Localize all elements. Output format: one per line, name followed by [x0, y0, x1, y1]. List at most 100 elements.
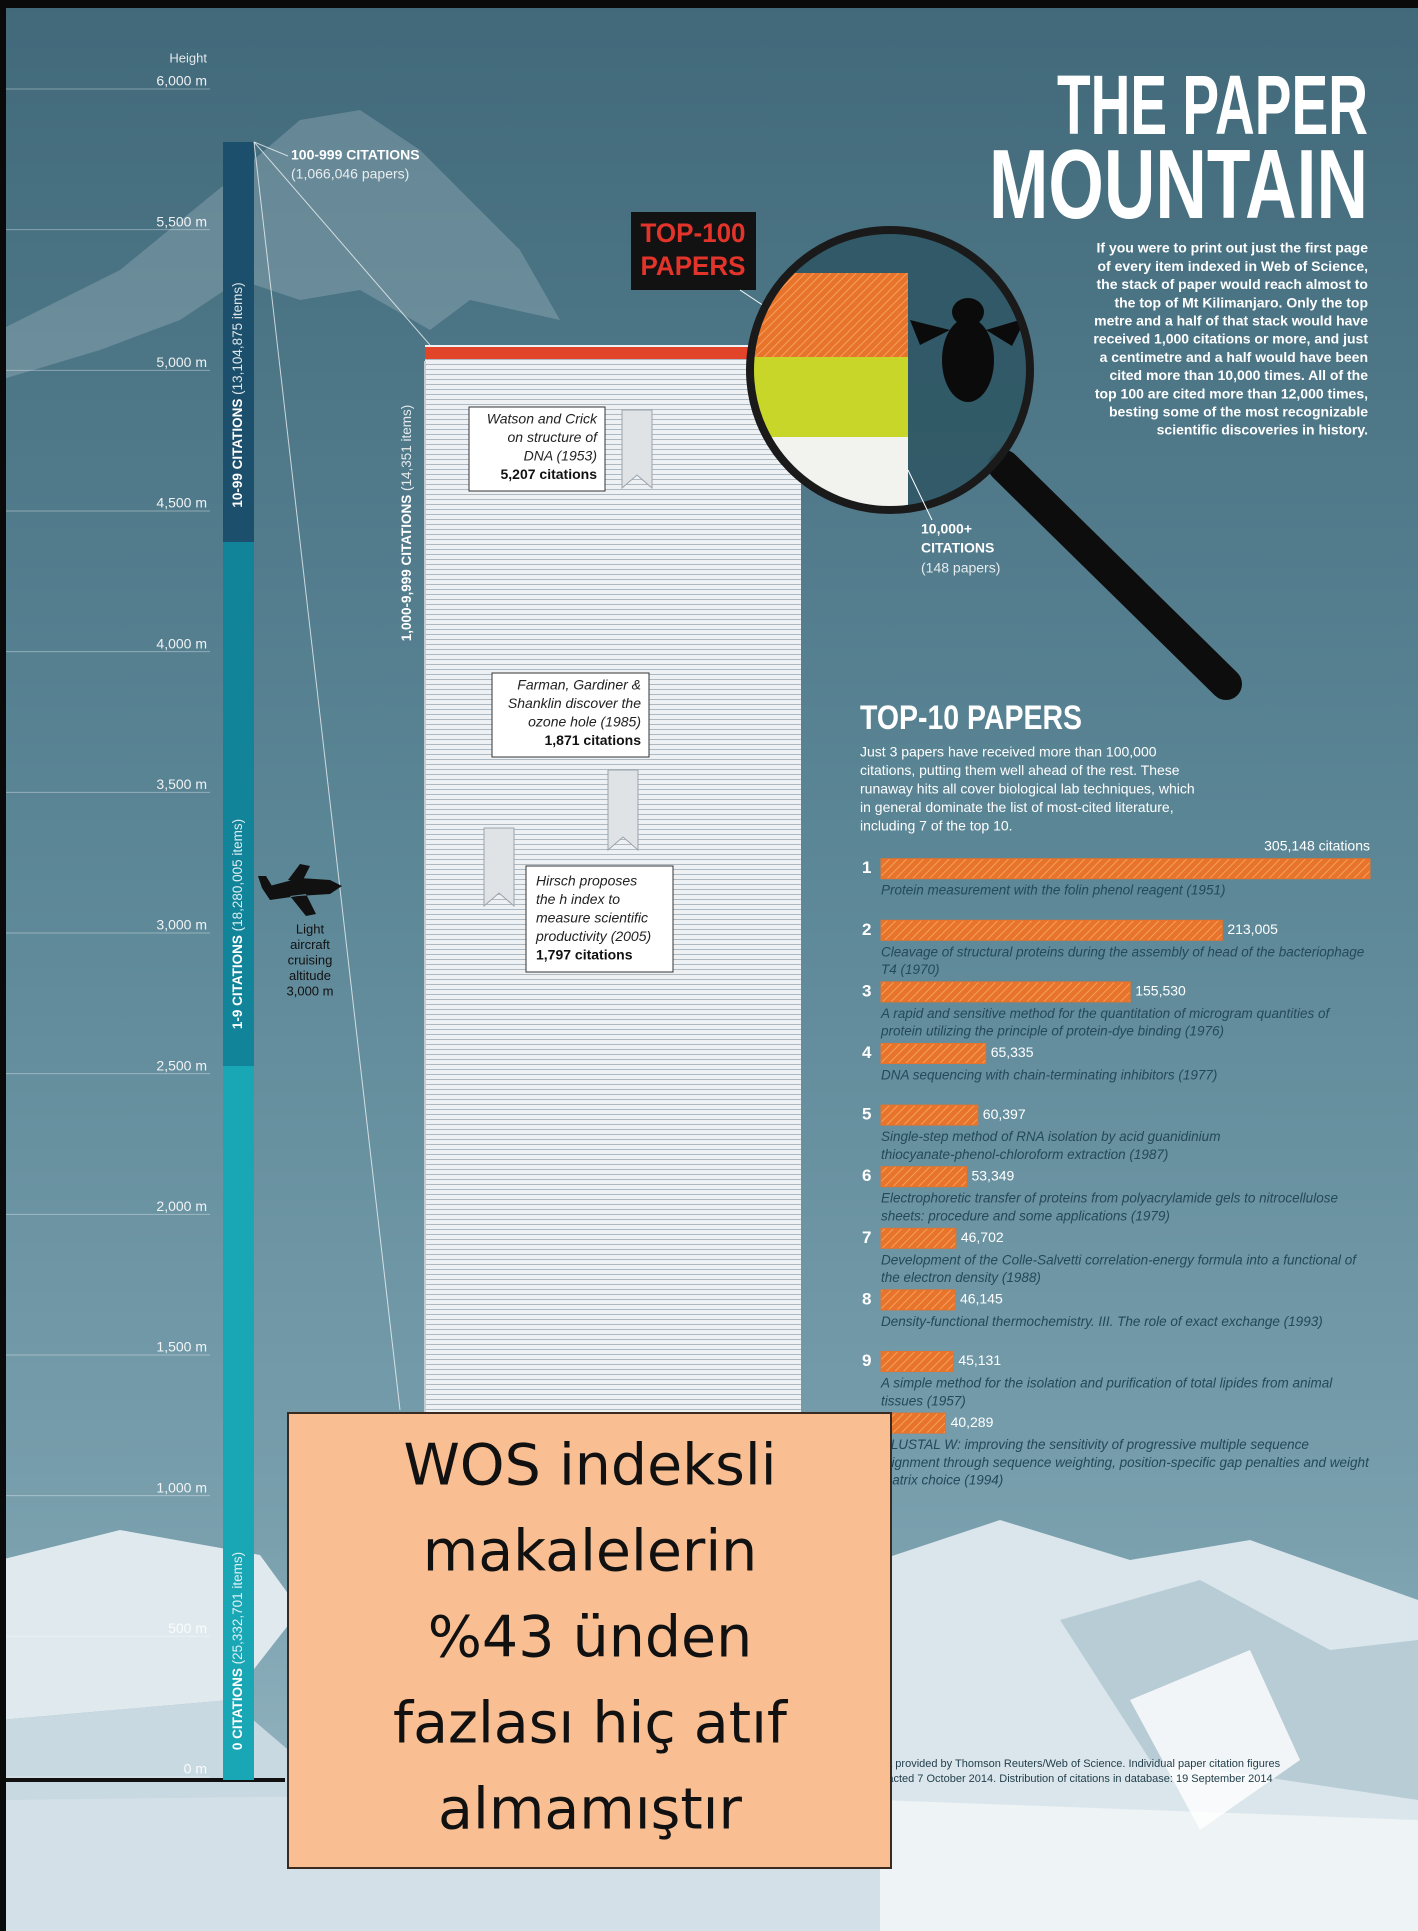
tick-label: 2,000 m	[156, 1198, 207, 1214]
callout-box	[468, 406, 606, 492]
band-items: (13,104,875 items)	[230, 282, 245, 395]
bar	[880, 1043, 987, 1065]
rank-label: 8	[862, 1289, 871, 1308]
rank-label: 2	[862, 920, 871, 939]
chart-subtitle: Just 3 papers have received more than 10…	[860, 744, 1157, 760]
paper-title: CLUSTAL W: improving the sensitivity of …	[881, 1437, 1370, 1488]
rank-label: 6	[862, 1166, 871, 1185]
callout-text: Hirsch proposes	[536, 873, 637, 889]
intro-text: received 1,000 citations or more, and ju…	[1093, 331, 1368, 347]
bookmark	[483, 827, 515, 908]
chart-title: TOP-10 PAPERS	[860, 699, 1082, 737]
bar	[880, 1166, 967, 1188]
intro-text: metre and a half of that stack would hav…	[1094, 313, 1368, 329]
bookmark	[621, 409, 653, 490]
band-name: 10-99 CITATIONS	[230, 395, 245, 508]
mountain	[0, 110, 560, 380]
lens-ring	[746, 226, 1034, 514]
rank-label: 5	[862, 1105, 871, 1124]
band-label: 10-99 CITATIONS (13,104,875 items)	[230, 282, 245, 507]
column-0	[223, 1066, 254, 1780]
paper-title: Protein measurement with the folin pheno…	[881, 882, 1225, 897]
band-label: 1,000-9,999 CITATIONS (14,351 items)	[399, 405, 414, 642]
tick-label: 0 m	[184, 1761, 207, 1777]
callout-text: productivity (2005)	[535, 928, 651, 944]
rank-label: 9	[862, 1351, 871, 1370]
callout-text: measure scientific	[536, 910, 648, 926]
value-label: 46,145	[960, 1291, 1003, 1307]
callout-text: on structure of	[508, 429, 600, 445]
value-label: 155,530	[1135, 983, 1186, 999]
rank-label: 1	[862, 858, 871, 877]
overlay-text: %43 ünden	[428, 1605, 752, 1671]
chart-subtitle: runaway hits all cover biological lab te…	[860, 781, 1195, 797]
value-label: 45,131	[958, 1352, 1001, 1368]
callout-text: DNA (1953)	[524, 448, 597, 464]
leader-line	[253, 141, 289, 157]
top100-label: PAPERS	[641, 251, 746, 281]
bar	[880, 1351, 954, 1373]
tick-label: 3,000 m	[156, 917, 207, 933]
column-10-99	[223, 142, 254, 542]
value-label: 53,349	[971, 1167, 1014, 1183]
band-name: 1-9 CITATIONS	[230, 931, 245, 1029]
tick-label: 5,000 m	[156, 354, 207, 370]
band-items: (148 papers)	[921, 560, 1000, 576]
tick-label: 1,500 m	[156, 1339, 207, 1355]
tick-label: 3,500 m	[156, 776, 207, 792]
value-label: 213,005	[1227, 921, 1278, 937]
aircraft-label: Light	[296, 921, 325, 936]
callout-text: Farman, Gardiner &	[517, 677, 641, 693]
callout-text: Watson and Crick	[487, 411, 598, 427]
magnifier-handle	[988, 450, 1242, 700]
leader-line	[253, 141, 401, 1411]
intro-text: the top of Mt Kilimanjaro. Only the top	[1114, 294, 1368, 310]
rank-label: 7	[862, 1228, 871, 1247]
intro-text: a centimetre and a half would have been	[1100, 349, 1368, 365]
aircraft	[258, 864, 342, 916]
edge	[0, 0, 6, 1931]
band-label: 0 CITATIONS (25,332,701 items)	[230, 1552, 245, 1750]
bar	[880, 981, 1131, 1003]
intro-text: cited more than 10,000 times. All of the	[1109, 367, 1368, 383]
value-label: 305,148 citations	[1264, 837, 1370, 853]
rank-label: 4	[862, 1043, 872, 1062]
bar	[880, 1289, 956, 1311]
chart-subtitle: in general dominate the list of most-cit…	[860, 799, 1174, 815]
footer-text: Data provided by Thomson Reuters/Web of …	[869, 1758, 1281, 1770]
intro-text: the stack of paper would reach almost to	[1096, 276, 1368, 292]
overlay-text: WOS indeksli	[403, 1433, 776, 1499]
callout-text: ozone hole (1985)	[528, 714, 641, 730]
paper-title: DNA sequencing with chain-terminating in…	[881, 1067, 1217, 1082]
band-name: 0 CITATIONS	[230, 1664, 245, 1750]
intro-text: top 100 are cited more than 12,000 times…	[1095, 385, 1368, 401]
tick-label: 2,500 m	[156, 1057, 207, 1073]
stack-top-100	[425, 347, 797, 359]
paper-title: Density-functional thermochemistry. III.…	[881, 1313, 1323, 1328]
bar	[880, 858, 1371, 880]
paper-title: Electrophoretic transfer of proteins fro…	[881, 1190, 1338, 1223]
chart-subtitle: including 7 of the top 10.	[860, 818, 1013, 834]
edge	[0, 0, 1418, 8]
band-items: (1,066,046 papers)	[291, 166, 409, 182]
chart-subtitle: citations, putting them well ahead of th…	[860, 762, 1180, 778]
band-label: 10,000+	[921, 521, 972, 537]
title: MOUNTAIN	[989, 129, 1368, 239]
bar	[880, 1227, 957, 1249]
paper-title: A simple method for the isolation and pu…	[880, 1375, 1333, 1408]
callout-box	[491, 672, 650, 758]
footer-text: extracted 7 October 2014. Distribution o…	[869, 1773, 1273, 1785]
tick-label: 4,500 m	[156, 495, 207, 511]
band-items: (25,332,701 items)	[230, 1552, 245, 1665]
leader-line	[907, 469, 933, 521]
band-label: 1-9 CITATIONS (18,280,005 items)	[230, 819, 245, 1029]
tick-label: 500 m	[168, 1620, 207, 1636]
band-name: 1,000-9,999 CITATIONS	[399, 491, 414, 641]
callout-citations: 1,871 citations	[545, 732, 642, 748]
tick-label: 5,500 m	[156, 213, 207, 229]
band-items: (14,351 items)	[399, 405, 414, 491]
callout-text: the h index to	[536, 891, 620, 907]
leader-line	[253, 141, 431, 346]
overlay-box	[287, 1412, 892, 1869]
value-label: 40,289	[951, 1414, 994, 1430]
